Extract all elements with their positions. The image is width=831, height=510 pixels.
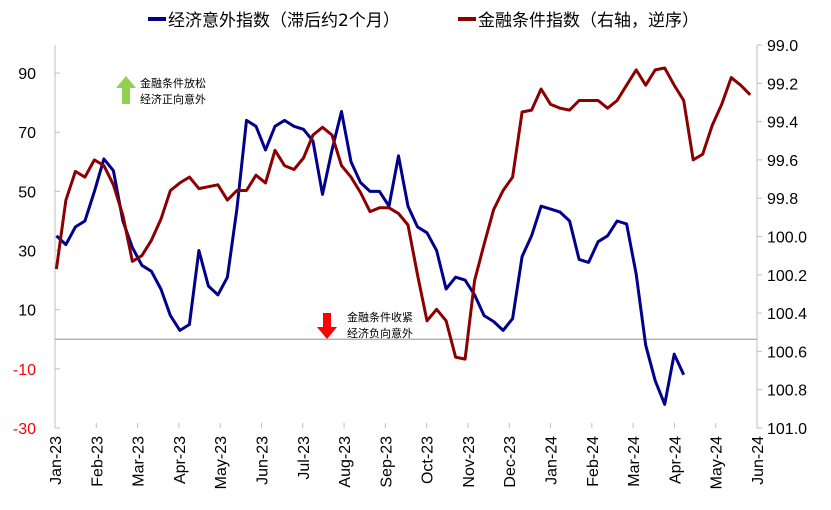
- x-tick-label: Jun-24: [750, 436, 767, 485]
- annotation-line: 经济正向意外: [140, 93, 206, 106]
- x-tick-label: Jan-24: [544, 436, 561, 485]
- right-tick-label: 100.0: [767, 230, 807, 247]
- right-tick-label: 100.8: [767, 383, 807, 400]
- left-tick-label: 30: [18, 244, 36, 261]
- x-tick-label: Mar-24: [626, 436, 643, 487]
- right-tick-label: 99.2: [767, 76, 798, 93]
- left-tick-label: 90: [18, 66, 36, 83]
- x-tick-label: Jun-23: [254, 436, 271, 485]
- left-tick-label: -30: [13, 421, 36, 438]
- annotation-line: 金融条件放松: [140, 77, 206, 90]
- legend-label: 经济意外指数（滞后约2个月）: [168, 11, 400, 31]
- annotation-line: 经济负向意外: [347, 327, 413, 340]
- x-tick-label: Apr-24: [667, 436, 684, 484]
- x-tick-label: Apr-23: [172, 436, 189, 484]
- right-tick-label: 99.8: [767, 191, 798, 208]
- right-tick-label: 101.0: [767, 421, 807, 438]
- annotation-easing: 金融条件放松 经济正向意外: [140, 76, 206, 108]
- right-tick-label: 99.4: [767, 115, 798, 132]
- up-arrow-icon: [116, 76, 136, 104]
- right-tick-label: 100.4: [767, 306, 807, 323]
- x-tick-label: Sep-23: [378, 436, 395, 488]
- right-tick-label: 99.6: [767, 153, 798, 170]
- legend-item-economic-surprise: 经济意外指数（滞后约2个月）: [148, 6, 400, 31]
- left-tick-label: 10: [18, 303, 36, 320]
- x-tick-label: Aug-23: [337, 436, 354, 488]
- x-tick-label: May-23: [213, 436, 230, 489]
- down-arrow-icon: [317, 313, 337, 339]
- x-tick-label: Oct-23: [420, 436, 437, 484]
- right-tick-label: 100.6: [767, 344, 807, 361]
- annotation-tightening: 金融条件收紧 经济负向意外: [347, 310, 413, 342]
- legend-swatch: [148, 16, 166, 21]
- right-tick-label: 99.0: [767, 38, 798, 55]
- x-tick-label: Nov-23: [461, 436, 478, 488]
- left-tick-label: 50: [18, 184, 36, 201]
- legend-label: 金融条件指数（右轴，逆序）: [478, 11, 699, 31]
- right-tick-label: 100.2: [767, 268, 807, 285]
- x-tick-label: Feb-24: [585, 436, 602, 487]
- legend-swatch: [458, 16, 476, 21]
- series-economic-surprise: [55, 110, 686, 406]
- x-tick-label: Jan-23: [48, 436, 65, 485]
- series-financial-conditions: [54, 66, 752, 361]
- x-tick-label: Feb-23: [89, 436, 106, 487]
- x-tick-label: Jul-23: [296, 436, 313, 480]
- left-tick-label: -10: [13, 362, 36, 379]
- x-tick-label: Dec-23: [502, 436, 519, 488]
- left-tick-label: 70: [18, 125, 36, 142]
- annotation-line: 金融条件收紧: [347, 311, 413, 324]
- x-tick-label: May-24: [709, 436, 726, 489]
- legend-item-financial-conditions: 金融条件指数（右轴，逆序）: [458, 6, 699, 31]
- x-tick-label: Mar-23: [131, 436, 148, 487]
